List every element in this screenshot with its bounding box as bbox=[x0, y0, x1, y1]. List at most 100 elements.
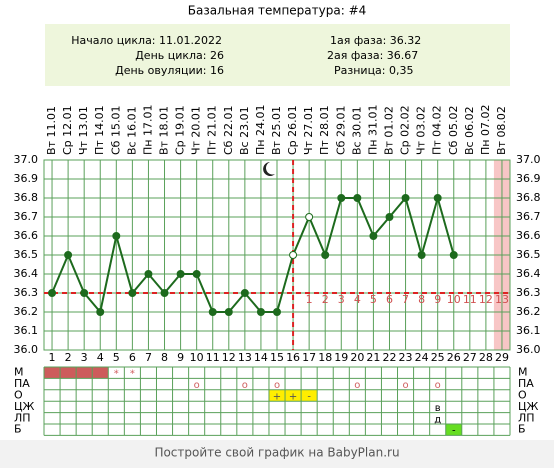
y-tick-label: 36.5 bbox=[516, 248, 541, 261]
temperature-point bbox=[48, 289, 57, 297]
temperature-point bbox=[256, 308, 265, 316]
x-tick-label: 27 bbox=[463, 351, 477, 364]
row-label: ЦЖ bbox=[518, 400, 539, 413]
row-label: О bbox=[14, 389, 23, 402]
temperature-point bbox=[96, 308, 105, 316]
x-tick-label: 9 bbox=[177, 351, 184, 364]
row-label: ЛП bbox=[518, 411, 535, 424]
date-label: Чт 13.01 bbox=[77, 106, 90, 155]
row-label: Б bbox=[518, 423, 526, 436]
x-tick-label: 1 bbox=[49, 351, 56, 364]
temperature-point bbox=[176, 270, 185, 278]
x-tick-label: 18 bbox=[318, 351, 332, 364]
x-tick-label: 22 bbox=[382, 351, 396, 364]
cell-text: + bbox=[273, 392, 281, 403]
temperature-point bbox=[273, 308, 281, 316]
x-tick-label: 13 bbox=[238, 351, 252, 364]
x-tick-label: 7 bbox=[145, 351, 152, 364]
cell-fill bbox=[445, 424, 462, 436]
y-tick-label: 36.1 bbox=[516, 324, 541, 337]
row-label: ПА bbox=[518, 377, 534, 390]
date-label: Вс 30.01 bbox=[350, 106, 363, 155]
x-tick-label: 29 bbox=[495, 351, 509, 364]
cell-text: o bbox=[354, 380, 360, 391]
x-tick-label: 12 bbox=[222, 351, 236, 364]
row-label: ПА bbox=[14, 377, 30, 390]
temperature-point bbox=[385, 213, 394, 221]
cell-fill bbox=[60, 367, 77, 379]
chart-title: Базальная температура: #4 bbox=[188, 4, 367, 18]
temperature-point bbox=[337, 194, 346, 202]
date-label: Пт 21.01 bbox=[206, 105, 219, 155]
y-tick-label: 36.4 bbox=[516, 267, 541, 280]
luteal-day-label: 12 bbox=[479, 293, 493, 306]
y-tick-label: 36.5 bbox=[14, 248, 39, 261]
luteal-day-label: 7 bbox=[402, 293, 409, 306]
temperature-point bbox=[128, 289, 137, 297]
date-label: Пн 17.01 bbox=[141, 105, 154, 155]
luteal-day-label: 6 bbox=[386, 293, 393, 306]
y-tick-label: 36.1 bbox=[14, 324, 39, 337]
date-label: Вс 23.01 bbox=[238, 106, 251, 155]
date-label: Сб 05.02 bbox=[447, 106, 460, 155]
row-label: ЦЖ bbox=[14, 400, 35, 413]
temperature-point bbox=[80, 289, 89, 297]
temperature-point bbox=[112, 232, 121, 240]
temperature-point bbox=[417, 251, 426, 259]
info-text: 2ая фаза: 36.67 bbox=[327, 49, 418, 62]
x-tick-label: 10 bbox=[190, 351, 204, 364]
date-label: Ср 02.02 bbox=[399, 105, 412, 155]
cell-text: o bbox=[194, 380, 200, 391]
temperature-point bbox=[353, 194, 362, 202]
cell-fill bbox=[285, 389, 302, 402]
luteal-day-label: 1 bbox=[306, 293, 313, 306]
cell-text: * bbox=[114, 369, 119, 380]
x-tick-label: 16 bbox=[286, 351, 300, 364]
date-label: Вт 25.01 bbox=[270, 106, 283, 155]
y-tick-label: 36.3 bbox=[14, 286, 39, 299]
temperature-point bbox=[321, 251, 330, 259]
temperature-point bbox=[305, 213, 314, 221]
date-label: Чт 27.01 bbox=[302, 106, 315, 155]
x-tick-label: 17 bbox=[302, 351, 316, 364]
x-tick-label: 3 bbox=[81, 351, 88, 364]
date-label: Сб 22.01 bbox=[222, 106, 235, 155]
cell-text: - bbox=[452, 426, 456, 437]
date-label: Ср 26.01 bbox=[286, 105, 299, 155]
moon-icon bbox=[263, 162, 275, 176]
date-label: Пт 14.01 bbox=[93, 105, 106, 155]
temperature-point bbox=[289, 251, 298, 259]
x-tick-label: 20 bbox=[350, 351, 364, 364]
footer: Постройте свой график на BabyPlan.ru bbox=[154, 446, 399, 460]
cell-text: o bbox=[402, 380, 408, 391]
x-tick-label: 15 bbox=[270, 351, 284, 364]
temperature-point bbox=[64, 251, 73, 259]
date-label: Чт 20.01 bbox=[190, 106, 203, 155]
x-tick-label: 25 bbox=[431, 351, 445, 364]
cell-fill bbox=[92, 367, 109, 379]
y-tick-label: 36.2 bbox=[516, 305, 541, 318]
y-tick-label: 37.0 bbox=[14, 153, 39, 166]
luteal-day-label: 10 bbox=[447, 293, 461, 306]
date-label: Пт 28.01 bbox=[318, 105, 331, 155]
luteal-day-label: 13 bbox=[495, 293, 509, 306]
temperature-point bbox=[433, 194, 442, 202]
x-tick-label: 28 bbox=[479, 351, 493, 364]
temperature-point bbox=[208, 308, 217, 316]
y-tick-label: 36.0 bbox=[14, 343, 39, 356]
cell-fill bbox=[301, 389, 318, 402]
temperature-point bbox=[401, 194, 410, 202]
cell-text: - bbox=[307, 392, 311, 403]
luteal-day-label: 9 bbox=[434, 293, 441, 306]
luteal-day-label: 8 bbox=[418, 293, 425, 306]
y-tick-label: 36.7 bbox=[14, 210, 39, 223]
x-tick-label: 23 bbox=[399, 351, 413, 364]
x-tick-label: 21 bbox=[366, 351, 380, 364]
y-tick-label: 37.0 bbox=[516, 153, 541, 166]
cell-text: o bbox=[274, 380, 280, 391]
temperature-point bbox=[224, 308, 233, 316]
x-tick-label: 5 bbox=[113, 351, 120, 364]
cell-text: в bbox=[435, 403, 441, 414]
